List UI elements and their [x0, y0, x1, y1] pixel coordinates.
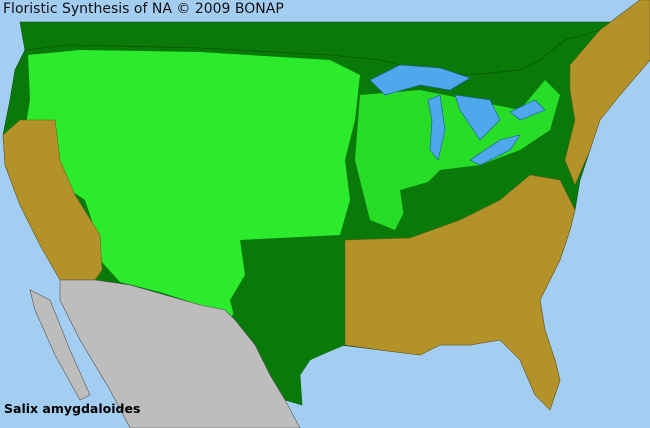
absent-california-nevada [2, 119, 103, 281]
lake-ontario [509, 99, 546, 121]
mexico-region [59, 279, 301, 428]
lake-michigan [427, 94, 446, 161]
lake-superior [369, 64, 471, 96]
dark-green-texas [230, 235, 345, 405]
lake-huron [454, 94, 501, 141]
lake-erie [469, 134, 521, 166]
absent-southeast [344, 174, 576, 411]
absent-northeast [564, 0, 650, 186]
great-lakes [369, 64, 546, 166]
species-label: Salix amygdaloides [4, 401, 141, 416]
map-title: Floristic Synthesis of NA © 2009 BONAP [3, 1, 284, 17]
baja-california [29, 289, 91, 401]
